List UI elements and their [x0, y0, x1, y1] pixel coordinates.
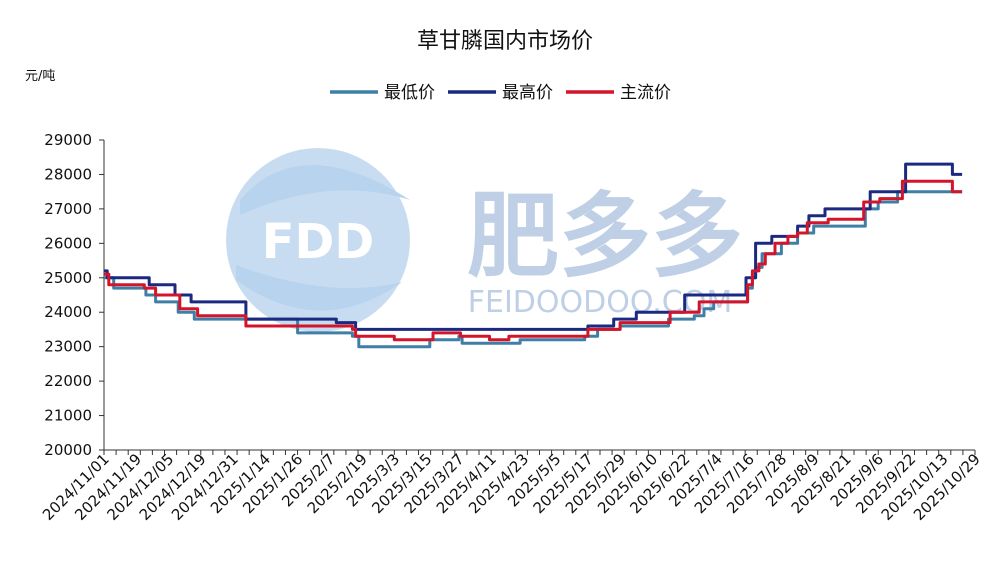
y-tick-label: 25000: [44, 269, 92, 287]
watermark: FDD 肥多多 FEIDOODOO.COM: [226, 148, 743, 332]
y-tick-label: 20000: [44, 441, 92, 459]
legend-label: 主流价: [620, 83, 671, 103]
y-tick-label: 21000: [44, 407, 92, 425]
series-line-3: [104, 179, 963, 342]
legend: 最低价 最高价 主流价: [330, 83, 671, 103]
legend-label: 最低价: [384, 83, 435, 103]
y-tick-label: 23000: [44, 338, 92, 356]
y-tick-label: 26000: [44, 234, 92, 252]
series-lines: [104, 162, 963, 349]
y-tick-label: 27000: [44, 200, 92, 218]
watermark-leaf-bottom-icon: [236, 265, 402, 311]
y-axis-ticks: 20000 21000 22000 23000 24000 25000 26000 27000…: [44, 131, 104, 459]
y-tick-label: 24000: [44, 303, 92, 321]
legend-label: 最高价: [502, 83, 553, 103]
series-line-2: [104, 162, 963, 331]
y-axis-unit: 元/吨: [25, 69, 55, 84]
chart-title: 草甘膦国内市场价: [417, 29, 593, 54]
watermark-brand-url: FEIDOODOO.COM: [468, 285, 732, 320]
y-tick-label: 28000: [44, 165, 92, 183]
x-axis-ticks: 2024/11/012024/11/192024/12/052024/12/19…: [39, 450, 984, 524]
watermark-leaf-top-icon: [240, 165, 410, 215]
watermark-brand-cn: 肥多多: [467, 183, 743, 290]
watermark-logo-text: FDD: [262, 214, 374, 270]
y-tick-label: 29000: [44, 131, 92, 149]
y-tick-label: 22000: [44, 372, 92, 390]
